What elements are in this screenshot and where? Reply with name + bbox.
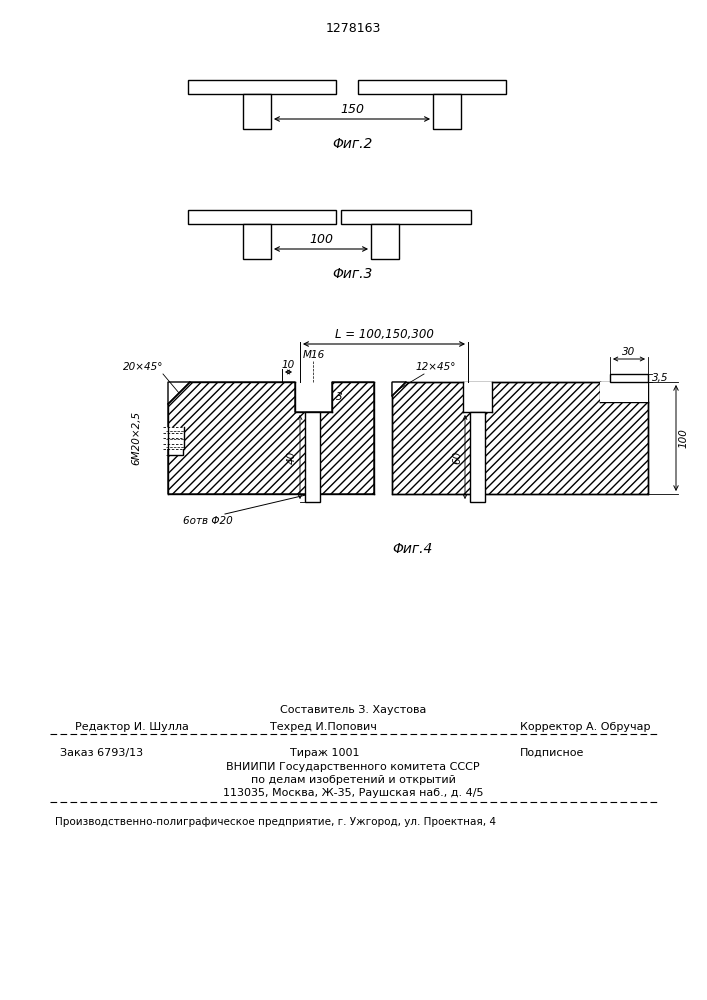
Bar <box>188 210 336 224</box>
Text: 1278163: 1278163 <box>325 22 380 35</box>
Text: 12×45°: 12×45° <box>416 362 456 372</box>
Text: 30: 30 <box>622 347 636 357</box>
Bar <box>166 427 184 449</box>
Text: 3: 3 <box>336 392 343 402</box>
Text: 3,5: 3,5 <box>652 373 669 383</box>
Text: Производственно-полиграфическое предприятие, г. Ужгород, ул. Проектная, 4: Производственно-полиграфическое предприя… <box>55 817 496 827</box>
Bar <box>600 382 648 402</box>
Text: 20×45°: 20×45° <box>122 362 163 372</box>
Polygon shape <box>392 382 406 396</box>
Text: 113035, Москва, Ж-35, Раушская наб., д. 4/5: 113035, Москва, Ж-35, Раушская наб., д. … <box>223 788 484 798</box>
Text: Φиг.3: Φиг.3 <box>333 267 373 281</box>
Text: Составитель З. Хаустова: Составитель З. Хаустова <box>280 705 426 715</box>
Text: Корректор А. Обручар: Корректор А. Обручар <box>520 722 650 732</box>
Text: по делам изобретений и открытий: по делам изобретений и открытий <box>250 775 455 785</box>
Bar <box>243 224 271 259</box>
Bar <box>305 412 320 502</box>
Text: Техред И.Попович: Техред И.Попович <box>270 722 377 732</box>
Text: Φиг.4: Φиг.4 <box>393 542 433 556</box>
Bar <box>243 94 271 129</box>
Text: Φиг.2: Φиг.2 <box>333 137 373 151</box>
Text: M16: M16 <box>303 350 325 360</box>
Text: ВНИИПИ Государственного комитета СССР: ВНИИПИ Государственного комитета СССР <box>226 762 480 772</box>
Text: L = 100,150,300: L = 100,150,300 <box>334 328 433 341</box>
Text: Заказ 6793/13: Заказ 6793/13 <box>60 748 143 758</box>
Text: 100: 100 <box>679 428 689 448</box>
Bar <box>371 224 399 259</box>
Text: Редактор И. Шулла: Редактор И. Шулла <box>75 722 189 732</box>
Polygon shape <box>168 382 374 494</box>
Text: Подписное: Подписное <box>520 748 585 758</box>
Polygon shape <box>168 382 190 404</box>
Text: 40: 40 <box>287 450 297 464</box>
Text: 6M20×2,5: 6M20×2,5 <box>131 411 141 465</box>
Bar <box>433 94 461 129</box>
Text: 60: 60 <box>452 450 462 464</box>
Bar <box>168 431 183 455</box>
Text: 150: 150 <box>340 103 364 116</box>
Bar <box>188 80 336 94</box>
Bar <box>341 210 471 224</box>
Bar <box>358 80 506 94</box>
Text: 25: 25 <box>617 387 631 397</box>
Bar <box>392 382 648 494</box>
Text: 100: 100 <box>309 233 333 246</box>
Text: 10: 10 <box>282 360 295 370</box>
Bar <box>463 382 492 412</box>
Text: Тираж 1001: Тираж 1001 <box>290 748 359 758</box>
Bar <box>610 374 648 382</box>
Bar <box>470 412 485 502</box>
Text: 6отв Φ20: 6отв Φ20 <box>183 516 233 526</box>
